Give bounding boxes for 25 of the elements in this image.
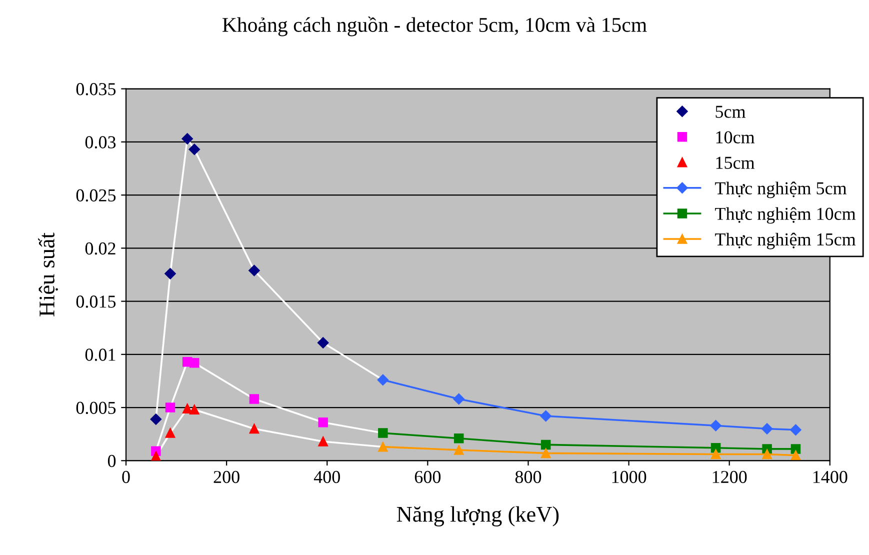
x-tick-label: 0 (122, 470, 130, 484)
y-tick-label: 0.03 (85, 136, 116, 148)
y-tick-label: 0 (108, 454, 116, 468)
legend-label: 5cm (716, 106, 746, 118)
x-tick-label: 600 (414, 470, 441, 484)
legend-label: 10cm (716, 131, 755, 144)
y-tick-label: 0.025 (76, 189, 116, 202)
x-tick-label: 1400 (813, 470, 848, 484)
y-tick-label: 0.01 (85, 348, 116, 361)
legend-label: 15cm (716, 156, 755, 169)
legend-label: Thực nghiệm 10cm (715, 207, 856, 224)
x-tick-label: 800 (515, 470, 542, 484)
x-tick-label: 400 (314, 470, 340, 484)
y-tick-label: 0.015 (76, 296, 116, 308)
x-tick-label: 200 (214, 470, 240, 484)
y-axis-title: Hiệu suất (38, 232, 58, 316)
y-tick-label: 0.035 (76, 83, 116, 96)
legend-label: Thực nghiệm 5cm (715, 182, 847, 198)
y-tick-label: 0.005 (76, 402, 116, 414)
x-axis-title: Năng lượng (keV) (396, 506, 559, 526)
y-tick-label: 0.02 (85, 242, 116, 255)
x-tick-label: 1200 (712, 470, 747, 484)
legend-label: Thực nghiệm 15cm (715, 232, 856, 250)
chart-title: Khoảng cách nguồn - detector 5cm, 10cm và 15cm (222, 16, 647, 36)
x-tick-label: 1000 (612, 470, 646, 484)
